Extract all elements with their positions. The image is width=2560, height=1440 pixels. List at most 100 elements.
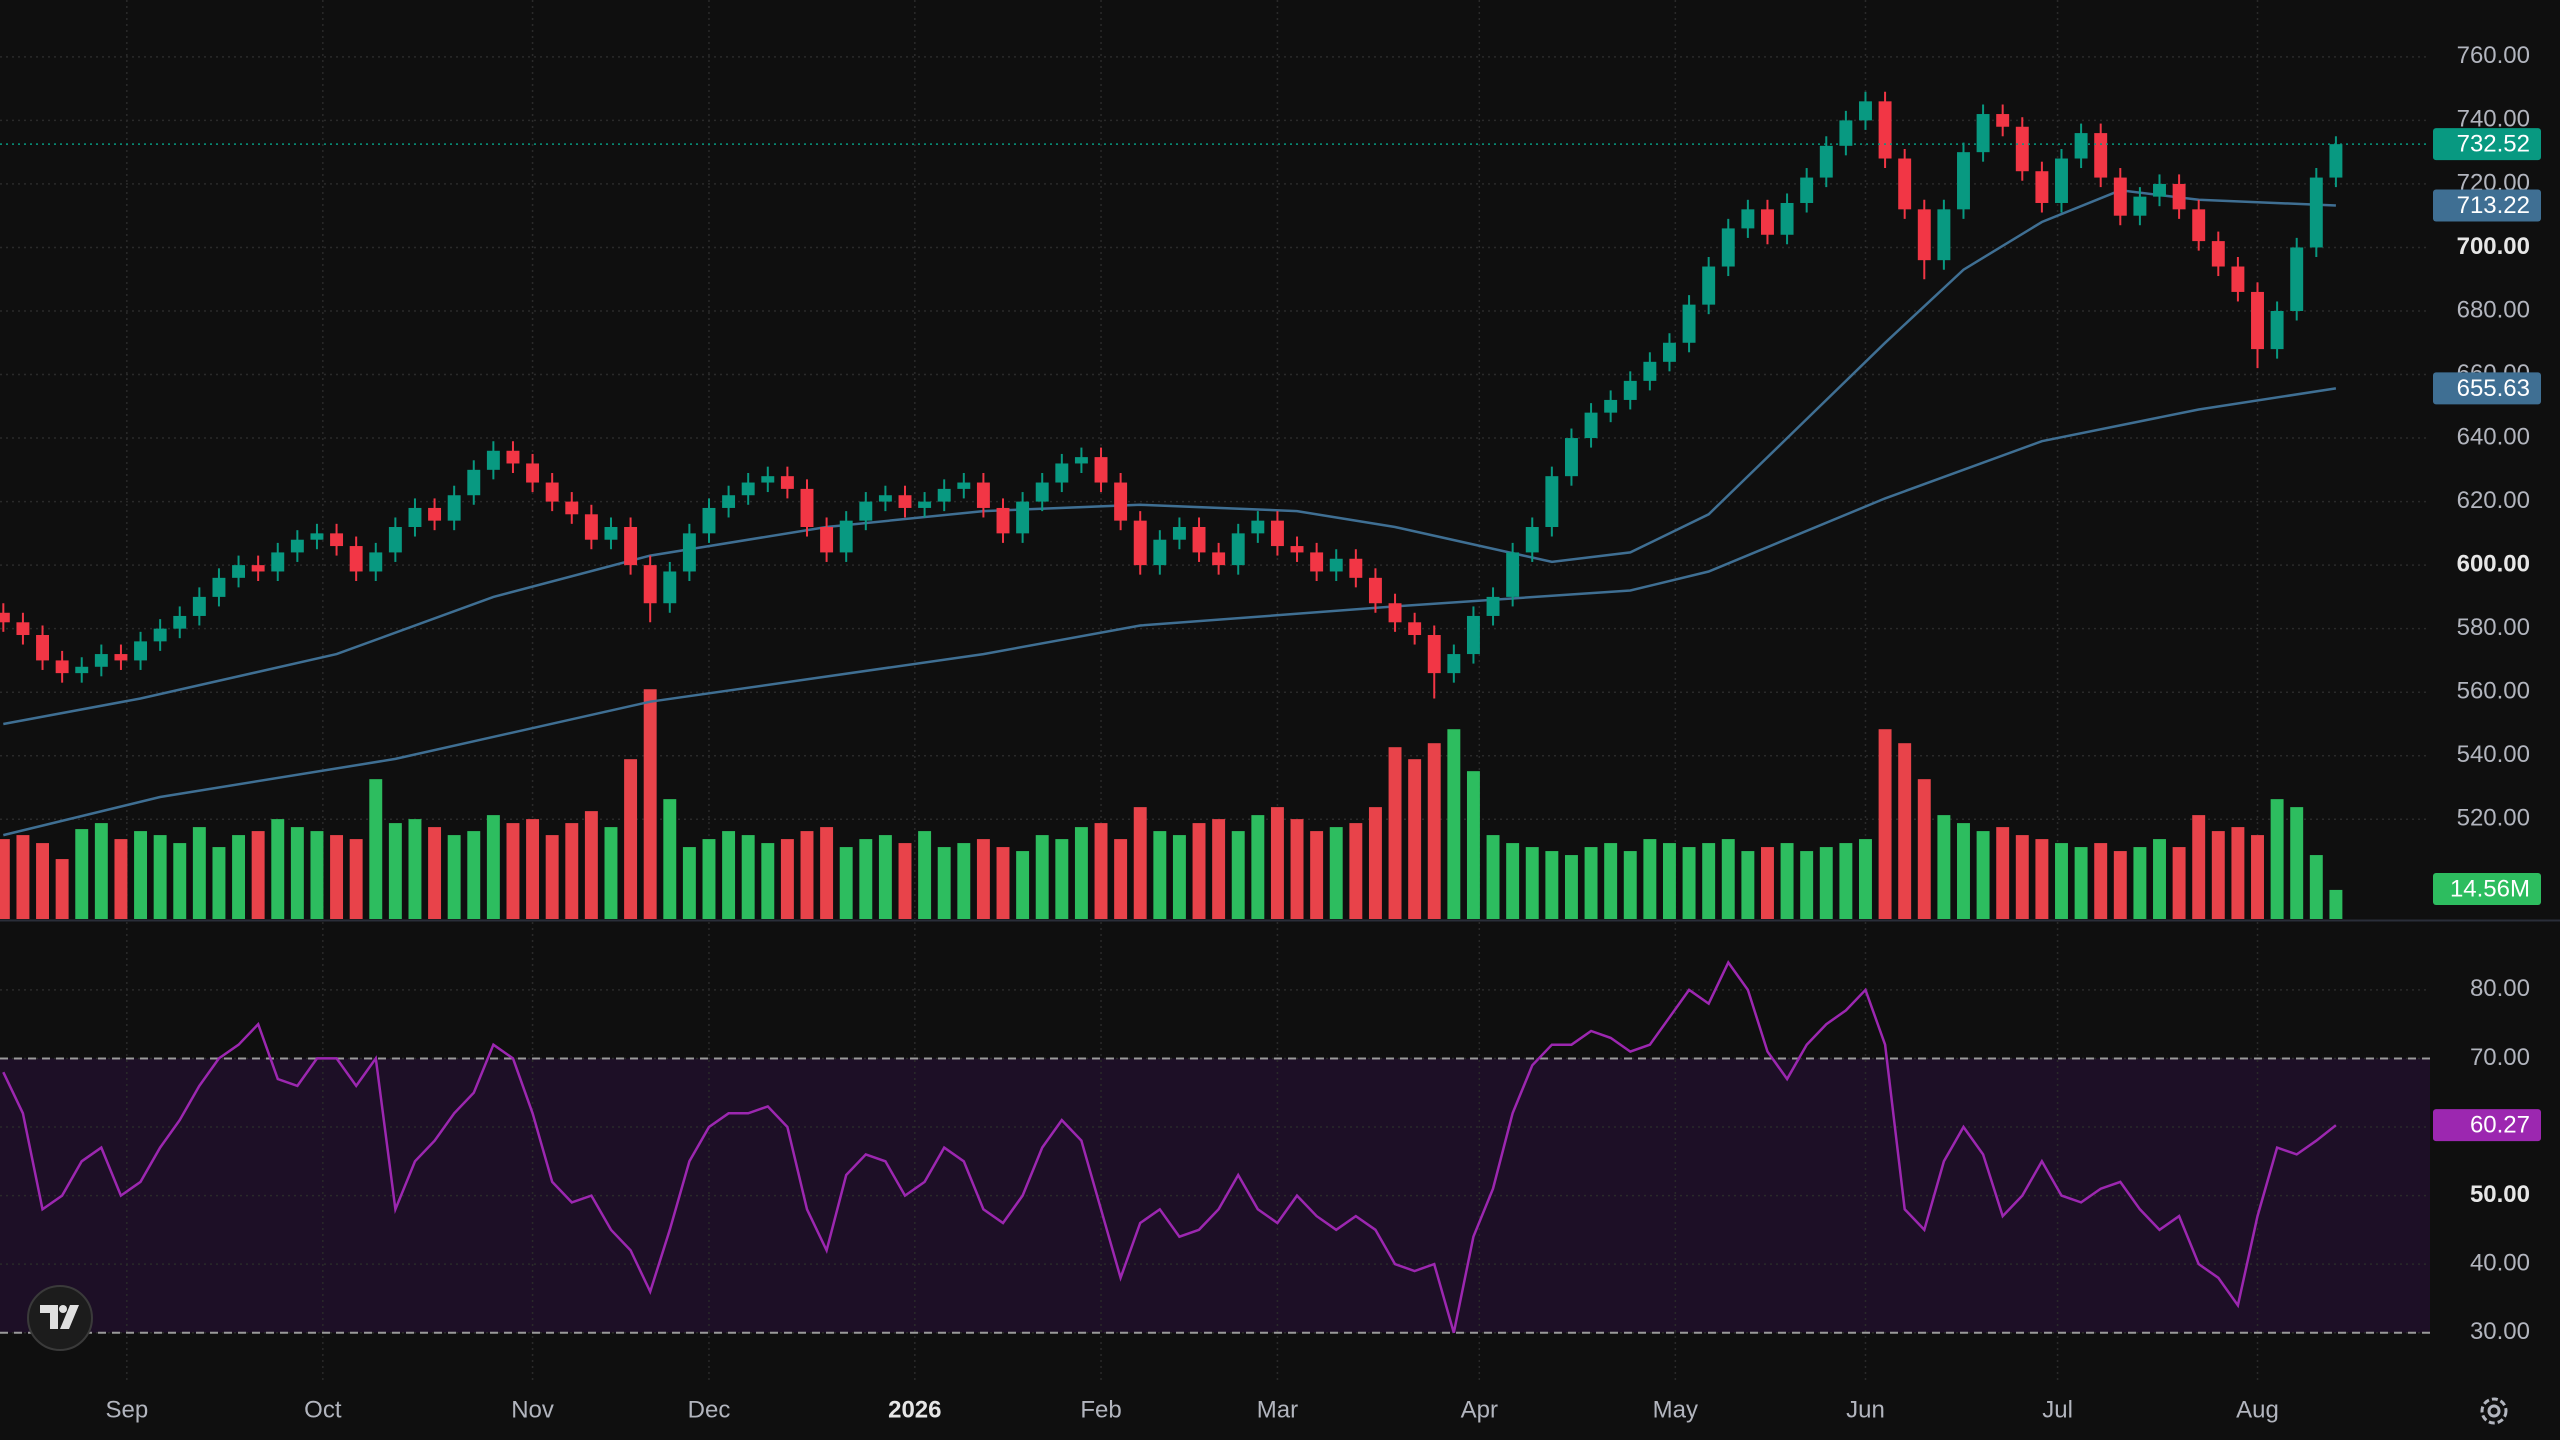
candle-body	[1506, 552, 1520, 597]
candle-body	[1761, 209, 1774, 235]
candle-body	[75, 666, 89, 674]
candle-body	[1545, 476, 1559, 528]
candle-body	[839, 520, 853, 553]
volume-bar	[918, 831, 932, 919]
volume-bar	[2055, 843, 2068, 919]
volume-bar	[1310, 831, 1324, 919]
candle-body	[2172, 183, 2186, 210]
volume-bar	[1623, 851, 1637, 919]
candle-body	[486, 450, 500, 470]
candle-body	[2094, 133, 2108, 178]
volume-bar	[1329, 827, 1343, 919]
candle-body	[1604, 399, 1618, 413]
candle-body	[780, 476, 794, 489]
candle-body	[1859, 101, 1872, 121]
candle-body	[800, 488, 814, 528]
volume-bar	[800, 831, 814, 919]
volume-bar	[1016, 851, 1030, 919]
candle-body	[1231, 533, 1245, 566]
candle-body	[663, 571, 677, 604]
candle-body	[604, 527, 618, 540]
candle-body	[55, 660, 69, 674]
x-tick-label: 2026	[888, 1396, 941, 1423]
settings-button[interactable]	[2480, 1397, 2508, 1425]
volume-bar	[192, 827, 206, 919]
volume-bar	[1290, 819, 1304, 919]
gear-outer[interactable]	[2480, 1397, 2508, 1425]
volume-bar	[1957, 823, 1970, 919]
volume-bar	[1270, 807, 1284, 919]
volume-bar	[878, 835, 892, 919]
rsi-last-label: 60.27	[2470, 1111, 2530, 1138]
volume-bar	[134, 831, 148, 919]
candle-body	[526, 463, 540, 483]
y-tick-label: 40.00	[2470, 1249, 2530, 1276]
y-tick-label: 80.00	[2470, 975, 2530, 1002]
candle-body	[1055, 463, 1069, 483]
candle-body	[1310, 552, 1324, 572]
candle-body	[957, 482, 971, 489]
candle-body	[290, 539, 304, 553]
volume-bar	[1662, 843, 1676, 919]
candle-body	[447, 495, 461, 521]
x-tick-label: Apr	[1461, 1396, 1498, 1423]
candle-body	[134, 641, 148, 661]
volume-bar	[996, 847, 1010, 919]
candle-body	[584, 514, 598, 540]
volume-bar	[1917, 779, 1931, 919]
volume-bar	[1094, 823, 1108, 919]
candle-body	[330, 533, 344, 547]
volume-bar	[2153, 839, 2166, 919]
volume-bar	[1996, 827, 2010, 919]
candle-body	[251, 565, 265, 572]
volume-bar	[584, 811, 598, 919]
volume-bar	[1114, 839, 1128, 919]
volume-bar	[624, 759, 638, 919]
volume-bar	[173, 843, 187, 919]
volume-bar	[2251, 835, 2264, 919]
volume-bar	[486, 815, 500, 919]
tradingview-logo[interactable]	[27, 1285, 93, 1351]
moving-average	[3, 189, 2336, 726]
candle-body	[2015, 126, 2029, 172]
candle-body	[702, 507, 716, 534]
candle-body	[349, 546, 363, 572]
candle-body	[1662, 342, 1676, 362]
candle-body	[1427, 635, 1441, 674]
volume-bar	[2309, 855, 2323, 919]
moving-average-label: 713.22	[2457, 192, 2530, 219]
volume-bar	[604, 827, 618, 919]
rsi-last-label-box	[2433, 1109, 2541, 1142]
volume-bar	[16, 835, 30, 919]
candle-body	[1898, 158, 1912, 210]
volume-bar	[643, 689, 657, 919]
x-tick-label: Aug	[2236, 1396, 2279, 1423]
volume-bar	[1780, 843, 1794, 919]
logo-glyph	[40, 1305, 79, 1329]
logo-circle[interactable]	[27, 1285, 93, 1351]
candle-body	[1329, 558, 1343, 572]
candle-body	[1486, 596, 1500, 616]
candle-body	[506, 450, 520, 464]
candle-body	[1133, 520, 1147, 566]
volume-bar	[2113, 851, 2127, 919]
candle-body	[114, 654, 128, 661]
volume-bar	[741, 835, 755, 919]
candle-body	[2153, 183, 2166, 197]
volume-bar	[2015, 835, 2029, 919]
volume-bar	[1525, 847, 1539, 919]
candle-body	[153, 628, 167, 642]
volume-bar	[1231, 831, 1245, 919]
candle-body	[1408, 622, 1422, 636]
volume-bar	[2074, 847, 2088, 919]
candle-body	[1819, 145, 1833, 178]
volume-bar	[1800, 851, 1814, 919]
volume-bar	[565, 823, 579, 919]
volume-bar	[1427, 743, 1441, 919]
candle-body	[408, 507, 422, 528]
candle-body	[1251, 520, 1265, 534]
candle-body	[898, 495, 912, 508]
x-tick-label: Oct	[304, 1396, 342, 1423]
